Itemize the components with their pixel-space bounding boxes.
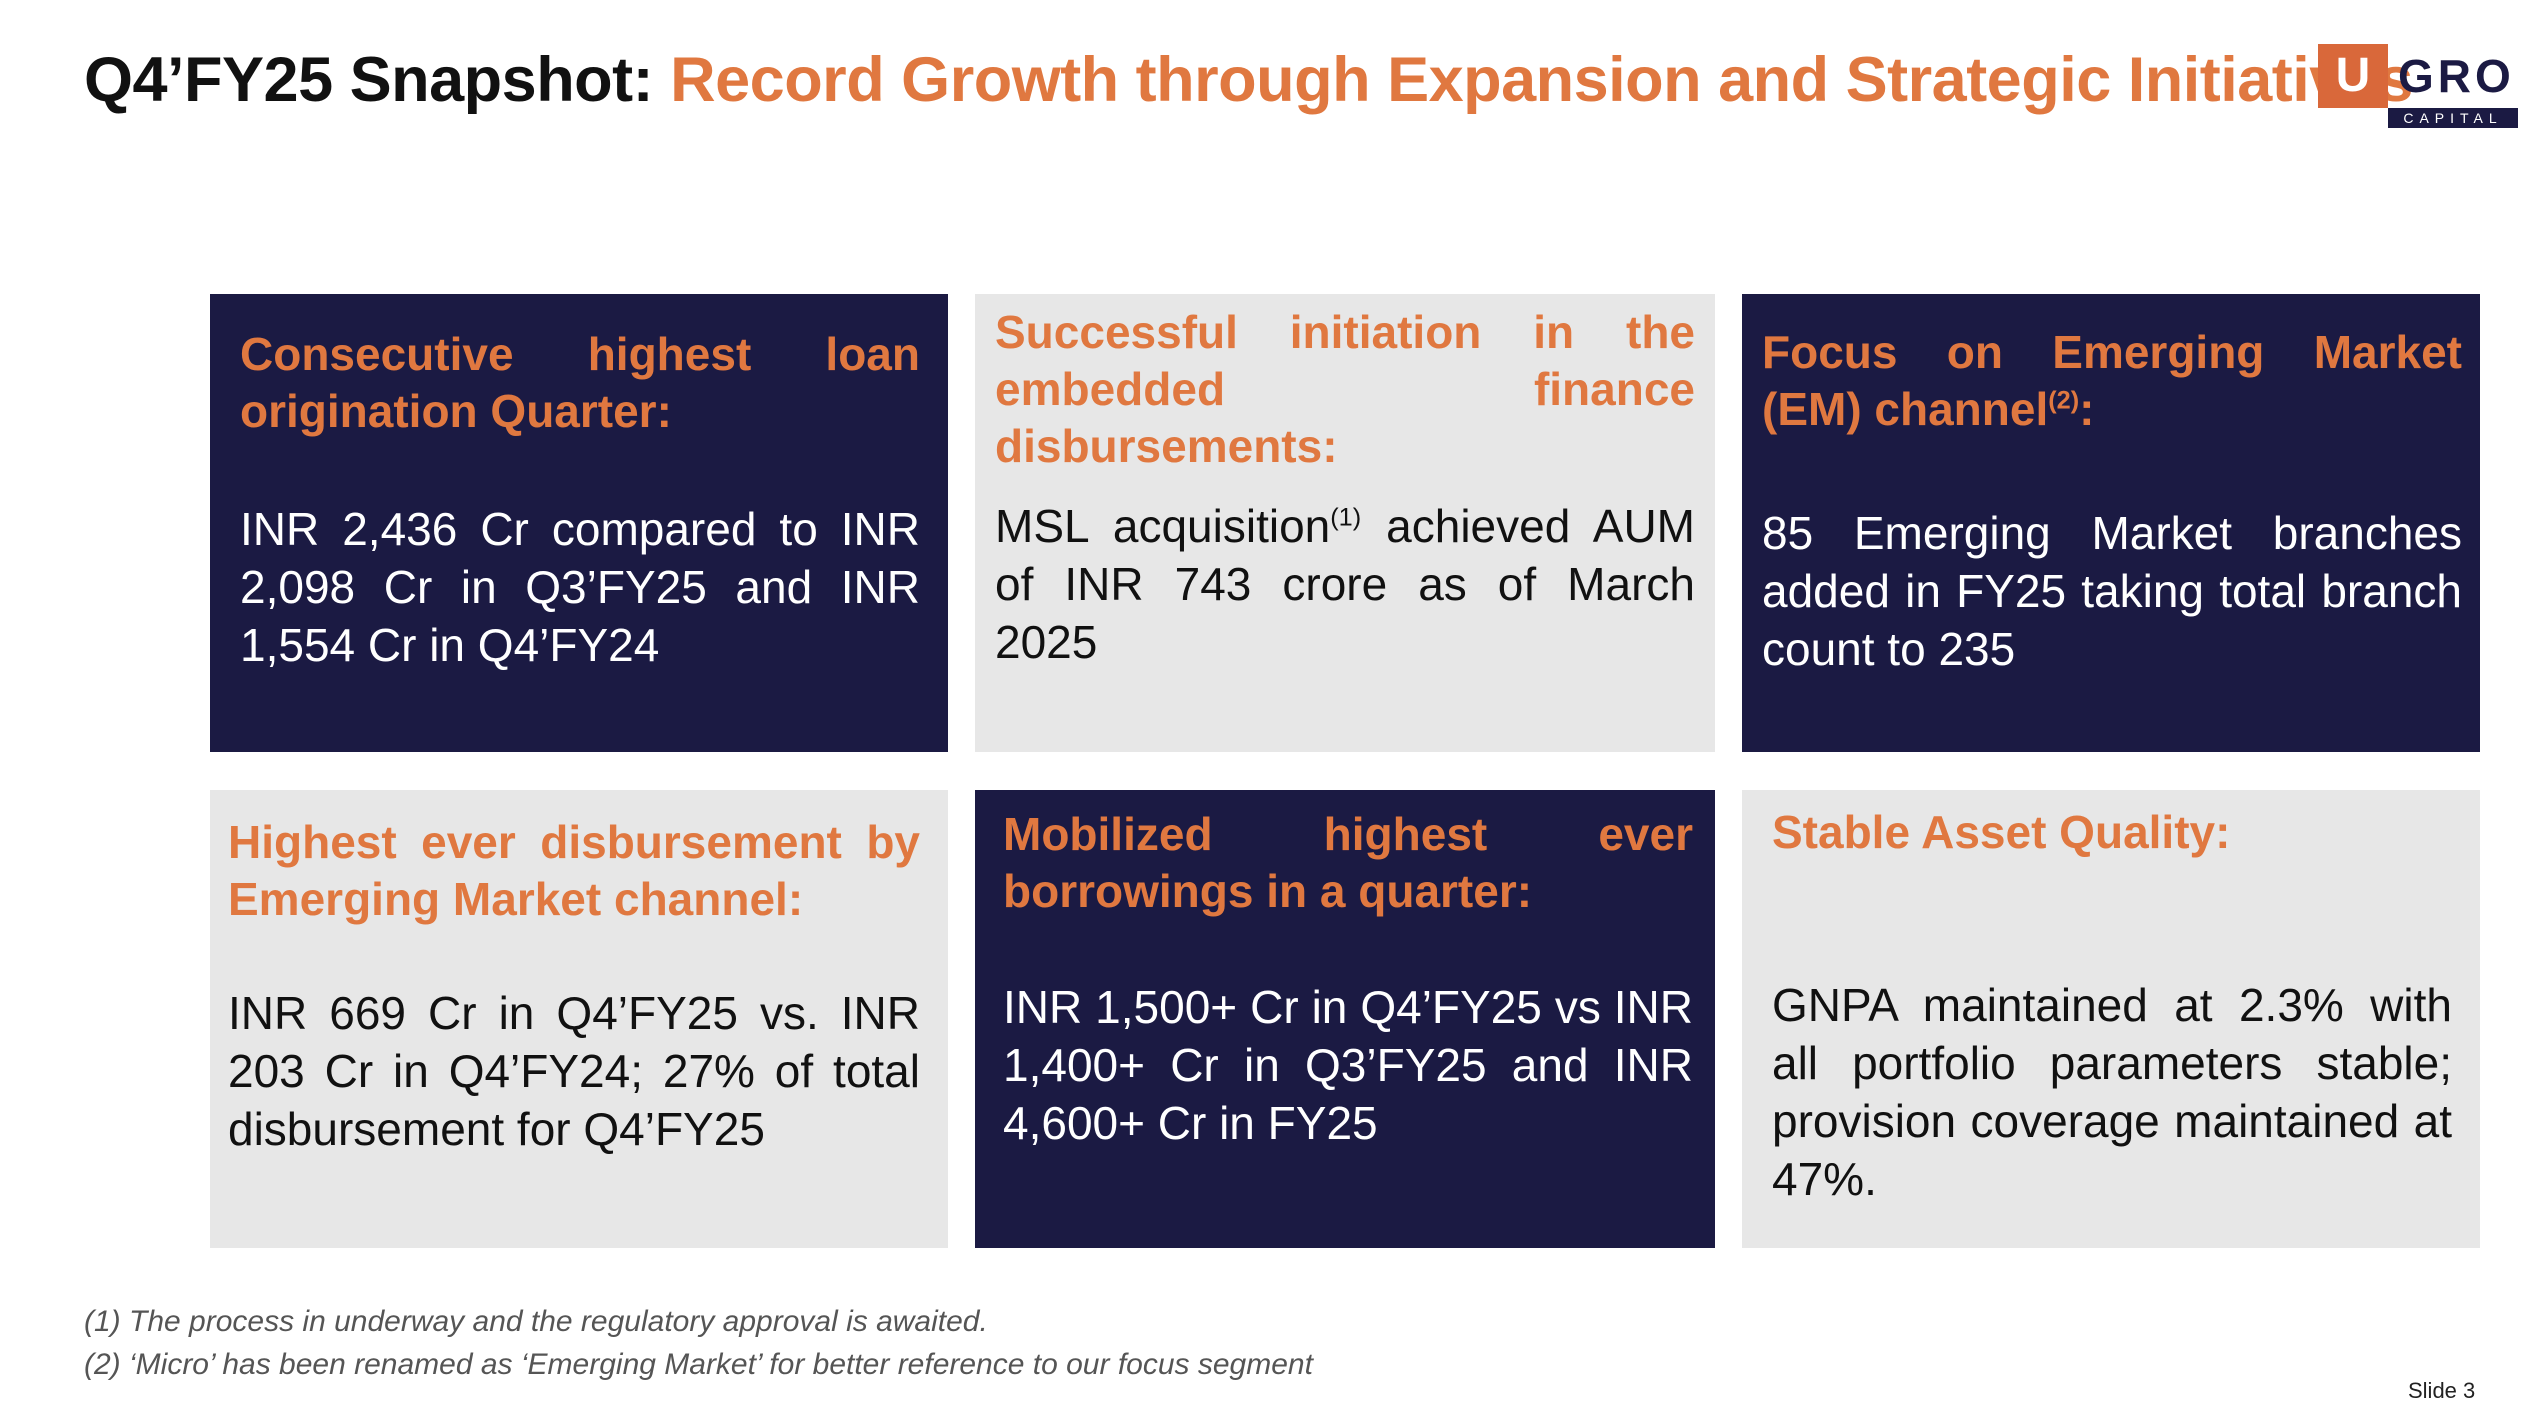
slide-number: Slide 3: [2408, 1378, 2476, 1403]
footnote-ref: (1): [1330, 503, 1362, 532]
card-body: INR 1,500+ Cr in Q4’FY25 vs INR 1,400+ C…: [1003, 981, 1693, 1149]
card-body: 85 Emerging Market branches added in FY2…: [1762, 507, 2462, 675]
footnote-ref: (2): [2048, 386, 2080, 415]
body-text: achieved AUM of INR 743 crore as of Marc…: [995, 500, 1695, 668]
heading-text: :: [2079, 383, 2095, 435]
page-title: Q4’FY25 Snapshot: Record Growth through …: [84, 44, 2413, 116]
card-asset-quality: Stable Asset Quality: GNPA maintained at…: [1742, 790, 2480, 1248]
card-em-disbursement: Highest ever disbursement by Emerging Ma…: [210, 790, 948, 1248]
card-heading: Mobilized highest ever borrowings in a q…: [1003, 808, 1693, 917]
card-heading: Highest ever disbursement by Emerging Ma…: [228, 816, 920, 925]
body-text: MSL acquisition: [995, 500, 1331, 552]
card-heading: Focus on Emerging Market (EM) channel(2)…: [1762, 324, 2462, 438]
footnotes: (1) The process in underway and the regu…: [84, 1300, 1313, 1386]
title-prefix: Q4’FY25 Snapshot:: [84, 45, 654, 115]
card-heading: Stable Asset Quality:: [1772, 806, 2231, 858]
footnote-2: (2) ‘Micro’ has been renamed as ‘Emergin…: [84, 1348, 1313, 1381]
card-borrowings: Mobilized highest ever borrowings in a q…: [975, 790, 1715, 1248]
card-emerging-market-focus: Focus on Emerging Market (EM) channel(2)…: [1742, 294, 2480, 752]
card-embedded-finance: Successful initiation in the embedded fi…: [975, 294, 1715, 752]
card-heading: Consecutive highest loan origination Qua…: [240, 328, 920, 437]
footnote-1: (1) The process in underway and the regu…: [84, 1305, 988, 1338]
title-highlight: Record Growth through Expansion and Stra…: [653, 45, 2413, 115]
card-heading: Successful initiation in the embedded fi…: [995, 306, 1695, 472]
logo-subtitle: CAPITAL: [2388, 108, 2518, 128]
card-body: GNPA maintained at 2.3% with all portfol…: [1772, 979, 2452, 1205]
company-logo: U GRO CAPITAL: [2318, 40, 2518, 130]
card-loan-origination: Consecutive highest loan origination Qua…: [210, 294, 948, 752]
heading-text: Focus on Emerging Market (EM) channel: [1762, 326, 2462, 435]
card-body: MSL acquisition(1) achieved AUM of INR 7…: [995, 497, 1695, 671]
logo-name: GRO: [2398, 50, 2515, 102]
card-body: INR 669 Cr in Q4’FY25 vs. INR 203 Cr in …: [228, 987, 920, 1155]
logo-mark: U: [2318, 44, 2388, 108]
card-body: INR 2,436 Cr compared to INR 2,098 Cr in…: [240, 503, 920, 671]
